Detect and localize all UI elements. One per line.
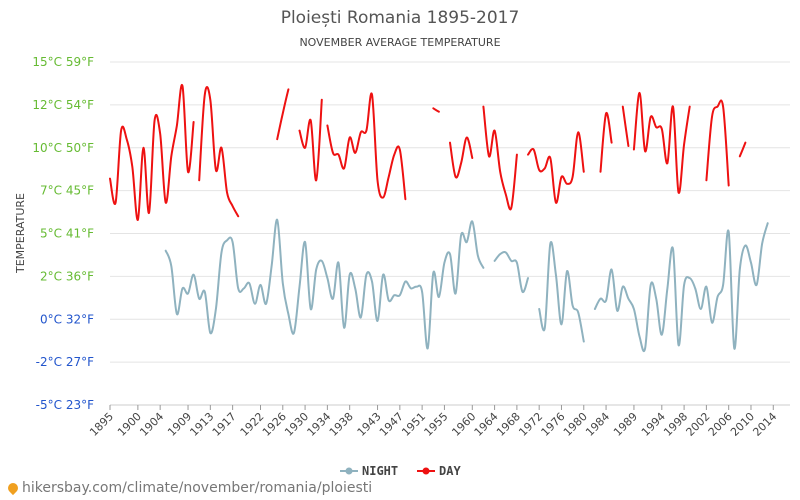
y-tick-label: 7°C 45°F (40, 184, 94, 198)
source-link-text: hikersbay.com/climate/november/romania/p… (22, 480, 373, 496)
series-line-day (276, 88, 290, 141)
x-tick-label: 1904 (137, 410, 166, 439)
y-tick-label: 15°C 59°F (32, 55, 94, 69)
series-line-day (705, 99, 730, 187)
x-tick-label: 2002 (684, 410, 713, 439)
y-tick-label: 10°C 50°F (32, 141, 94, 155)
series-line-day (527, 131, 585, 204)
series-line-day (449, 136, 474, 179)
legend-item-day[interactable]: DAY (417, 464, 461, 478)
x-tick-label: 1934 (305, 410, 334, 439)
y-tick-label: -5°C 23°F (36, 398, 94, 412)
source-link[interactable]: hikersbay.com/climate/november/romania/p… (5, 480, 373, 496)
y-axis-ticks: 15°C 59°F 12°C 54°F 10°C 50°F 7°C 45°F 5°C 4… (32, 55, 94, 412)
chart-title: Ploiești Romania 1895-2017 (281, 8, 520, 28)
series-line-night (164, 218, 485, 350)
x-tick-label: 1947 (377, 410, 406, 439)
series-day (109, 84, 747, 221)
series-line-day (432, 107, 440, 113)
x-tick-label: 1964 (472, 410, 501, 439)
x-tick-label: 1960 (449, 410, 478, 439)
series-line-night (493, 250, 529, 294)
series-line-day (198, 86, 240, 218)
legend-item-night[interactable]: NIGHT (340, 464, 398, 478)
x-tick-label: 2006 (706, 410, 735, 439)
x-tick-label: 1976 (539, 410, 568, 439)
series-line-day (326, 92, 407, 201)
x-tick-label: 1998 (661, 410, 690, 439)
x-tick-label: 2010 (728, 410, 757, 439)
x-tick-label: 1951 (399, 410, 428, 439)
x-tick-label: 1900 (115, 410, 144, 439)
legend-label-night: NIGHT (362, 464, 398, 478)
grid (110, 61, 790, 406)
legend: NIGHT DAY (340, 464, 461, 478)
y-axis-label: TEMPERATURE (14, 193, 27, 274)
x-tick-label: 1913 (187, 410, 216, 439)
series-line-day (109, 84, 195, 221)
x-tick-label: 1972 (516, 410, 545, 439)
x-axis-ticks: 1895190019041909191319171922192619301934… (87, 405, 779, 439)
x-tick-label: 1926 (260, 410, 289, 439)
x-tick-label: 1909 (165, 410, 194, 439)
y-tick-label: 12°C 54°F (32, 98, 94, 112)
series-line-night (538, 241, 585, 343)
series-lines (109, 84, 769, 353)
x-tick-label: 1980 (561, 410, 590, 439)
legend-label-day: DAY (439, 464, 461, 478)
x-tick-label: 1943 (355, 410, 384, 439)
series-line-day (298, 98, 323, 182)
x-tick-label: 1989 (611, 410, 640, 439)
series-line-day (632, 91, 691, 194)
chart-subtitle: NOVEMBER AVERAGE TEMPERATURE (299, 36, 500, 49)
series-line-day (599, 112, 613, 173)
x-tick-label: 1984 (583, 410, 612, 439)
y-tick-label: 5°C 41°F (40, 227, 94, 241)
location-pin-icon (5, 480, 21, 496)
y-tick-label: -2°C 27°F (36, 355, 94, 369)
series-night (164, 218, 769, 353)
x-tick-label: 1917 (210, 410, 239, 439)
y-tick-label: 0°C 32°F (40, 312, 94, 326)
x-tick-label: 1938 (327, 410, 356, 439)
x-tick-label: 1895 (87, 410, 116, 439)
y-tick-label: 2°C 36°F (40, 269, 94, 283)
x-tick-label: 1968 (494, 410, 523, 439)
series-line-day (482, 105, 518, 211)
x-tick-label: 1994 (639, 410, 668, 439)
series-line-night (593, 222, 769, 353)
x-tick-label: 1930 (282, 410, 311, 439)
series-line-day (738, 141, 747, 158)
x-tick-label: 1922 (238, 410, 267, 439)
x-tick-label: 2014 (750, 410, 779, 439)
x-tick-label: 1955 (422, 410, 451, 439)
series-line-day (621, 105, 630, 147)
